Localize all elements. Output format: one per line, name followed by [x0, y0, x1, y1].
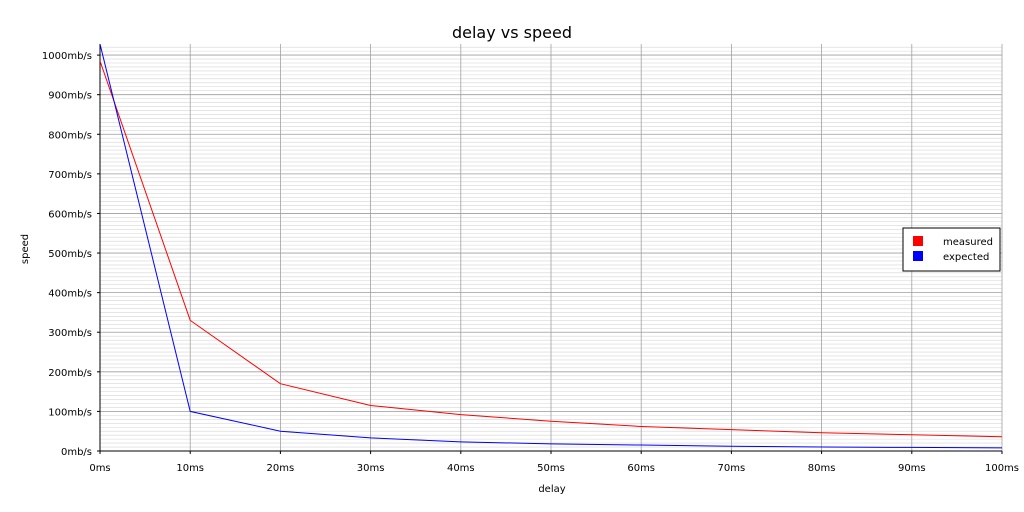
y-tick-label: 600mb/s	[48, 209, 92, 220]
y-tick-label: 700mb/s	[48, 170, 92, 181]
y-tick-label: 400mb/s	[48, 289, 92, 300]
x-tick-label: 90ms	[898, 463, 926, 474]
y-tick-label: 900mb/s	[48, 91, 92, 102]
y-tick-label: 200mb/s	[48, 368, 92, 379]
x-tick-label: 20ms	[267, 463, 295, 474]
axes	[97, 44, 1003, 454]
legend: measured expected	[902, 227, 1001, 272]
y-tick-label: 800mb/s	[48, 130, 92, 141]
x-tick-label: 60ms	[627, 463, 655, 474]
chart-title: delay vs speed	[452, 23, 572, 42]
legend-swatch-expected	[913, 251, 923, 261]
legend-label-measured: measured	[943, 237, 993, 248]
grid	[99, 44, 1003, 452]
legend-box	[902, 227, 1001, 272]
y-tick-label: 100mb/s	[48, 407, 92, 418]
legend-label-expected: expected	[943, 252, 989, 263]
y-tick-label: 300mb/s	[48, 328, 92, 339]
y-tick-label: 0mb/s	[61, 447, 92, 458]
y-axis-label: speed	[20, 234, 31, 264]
x-tick-label: 40ms	[447, 463, 475, 474]
x-tick-label: 10ms	[176, 463, 204, 474]
x-tick-label: 0ms	[89, 463, 110, 474]
legend-swatch-measured	[913, 236, 923, 246]
series-group	[100, 44, 1002, 449]
x-axis-label: delay	[538, 484, 565, 495]
tick-labels: 0mb/s 100mb/s 200mb/s 300mb/s 400mb/s 500mb/s…	[42, 51, 1019, 474]
x-tick-label: 30ms	[357, 463, 385, 474]
x-tick-label: 50ms	[537, 463, 565, 474]
y-tick-label: 1000mb/s	[42, 51, 92, 62]
series-line-expected	[100, 44, 1002, 449]
y-tick-label: 500mb/s	[48, 249, 92, 260]
x-tick-label: 100ms	[985, 463, 1019, 474]
x-tick-label: 80ms	[808, 463, 836, 474]
x-tick-label: 70ms	[718, 463, 746, 474]
series-line-measured	[100, 60, 1002, 438]
